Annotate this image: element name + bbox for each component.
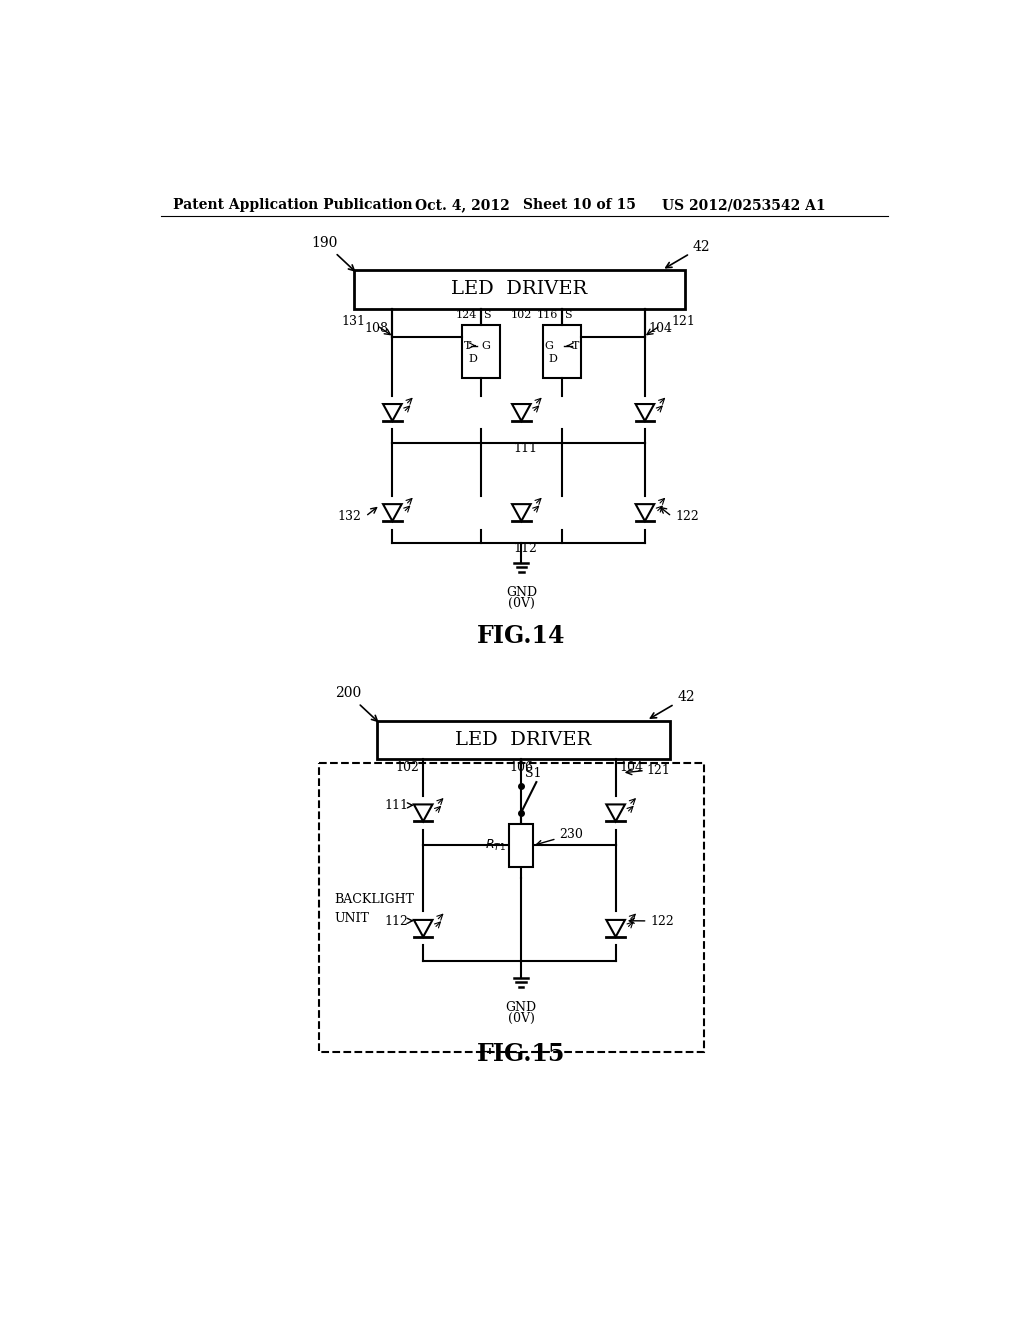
Text: 230: 230 [537, 828, 584, 845]
Text: D: D [468, 354, 477, 364]
Text: 112: 112 [385, 915, 413, 928]
Text: 131: 131 [341, 315, 366, 329]
Bar [377, 721, 670, 759]
Text: $R_{T1}$: $R_{T1}$ [484, 838, 506, 853]
Bar [354, 271, 685, 309]
Text: G: G [481, 341, 490, 351]
Text: 111: 111 [513, 442, 538, 455]
Text: FIG.15: FIG.15 [477, 1041, 565, 1065]
Text: 200: 200 [335, 686, 378, 721]
Text: GND: GND [506, 1001, 537, 1014]
Text: 121: 121 [672, 315, 695, 329]
Bar [509, 825, 532, 867]
Bar [462, 326, 500, 378]
Text: G: G [545, 341, 554, 351]
Text: T: T [464, 341, 471, 351]
Text: 102: 102 [511, 310, 532, 319]
Text: 122: 122 [676, 510, 699, 523]
Text: US 2012/0253542 A1: US 2012/0253542 A1 [662, 198, 825, 213]
Text: Sheet 10 of 15: Sheet 10 of 15 [523, 198, 636, 213]
Text: S: S [483, 310, 490, 319]
Text: 104: 104 [620, 760, 643, 774]
Text: FIG.14: FIG.14 [477, 624, 565, 648]
Text: 104: 104 [649, 322, 673, 335]
Text: BACKLIGHT: BACKLIGHT [335, 894, 415, 906]
Text: GND: GND [506, 586, 537, 599]
Text: D: D [549, 354, 558, 364]
Text: 111: 111 [385, 799, 413, 812]
Text: T: T [571, 341, 580, 351]
Text: 42: 42 [650, 690, 695, 718]
Text: 121: 121 [646, 764, 671, 777]
Text: (0V): (0V) [508, 597, 535, 610]
Text: 116: 116 [537, 310, 558, 319]
Text: LED  DRIVER: LED DRIVER [452, 280, 588, 298]
Text: 108: 108 [365, 322, 388, 335]
Text: 112: 112 [513, 543, 538, 554]
Bar [319, 763, 705, 1052]
Text: 122: 122 [629, 915, 674, 928]
Text: S1: S1 [524, 767, 542, 780]
Text: 42: 42 [666, 240, 711, 268]
Text: Oct. 4, 2012: Oct. 4, 2012 [416, 198, 510, 213]
Text: S: S [564, 310, 571, 319]
Text: LED  DRIVER: LED DRIVER [455, 731, 592, 748]
Text: 102: 102 [395, 760, 419, 774]
Text: 124: 124 [456, 310, 477, 319]
Text: 132: 132 [338, 510, 361, 523]
Text: Patent Application Publication: Patent Application Publication [173, 198, 413, 213]
Text: UNIT: UNIT [335, 912, 370, 925]
Bar [543, 326, 581, 378]
Text: 190: 190 [311, 236, 354, 271]
Text: 106: 106 [509, 760, 532, 774]
Text: (0V): (0V) [508, 1012, 535, 1026]
